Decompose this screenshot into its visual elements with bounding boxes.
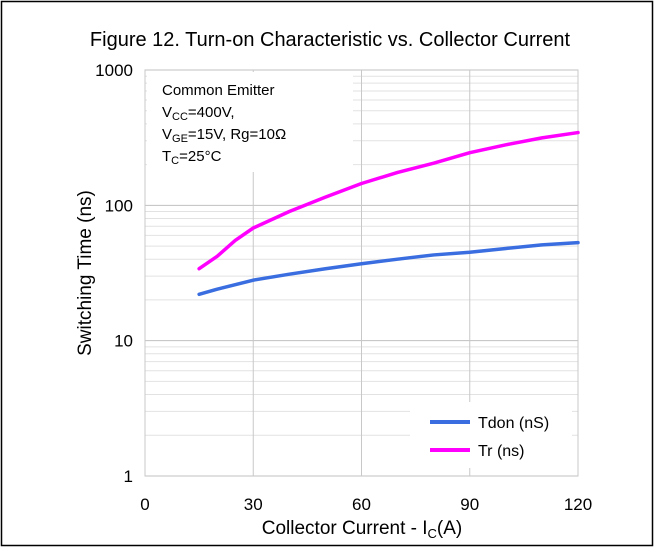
annotation-part: =15V, Rg=10Ω — [188, 126, 286, 143]
annotation: VCC=400V, — [162, 104, 235, 123]
subscript: C — [171, 155, 179, 167]
x-tick-label: 0 — [140, 495, 149, 514]
subscript: GE — [172, 133, 188, 145]
chart-title: Figure 12. Turn-on Characteristic vs. Co… — [90, 29, 571, 51]
y-axis-label: Switching Time (ns) — [75, 190, 96, 356]
annotation-part: T — [162, 148, 171, 165]
legend-label: Tdon (nS) — [478, 415, 549, 432]
y-tick-label: 100 — [105, 196, 133, 215]
annotation-box — [147, 72, 353, 172]
y-tick-label: 1000 — [95, 61, 133, 80]
y-tick-label: 1 — [124, 467, 133, 486]
x-tick-label: 120 — [564, 495, 592, 514]
x-tick-label: 30 — [244, 495, 263, 514]
annotation-part: Common Emitter — [162, 82, 275, 99]
label-part: Collector Current - I — [262, 518, 428, 539]
annotation-part: =25°C — [179, 148, 221, 165]
label-part: (A) — [437, 518, 462, 539]
legend-box — [410, 402, 572, 468]
annotation-part: =400V, — [188, 104, 235, 121]
subscript: C — [428, 526, 437, 541]
legend-label: Tr (ns) — [478, 443, 525, 460]
annotation: VGE=15V, Rg=10Ω — [162, 126, 286, 145]
annotation: Common Emitter — [162, 82, 275, 99]
annotation: TC=25°C — [162, 148, 222, 167]
annotation-part: V — [162, 126, 172, 143]
x-tick-label: 60 — [352, 495, 371, 514]
series-line — [197, 130, 580, 271]
x-tick-label: 90 — [460, 495, 479, 514]
annotation-part: V — [162, 104, 172, 121]
y-tick-label: 10 — [114, 332, 133, 351]
subscript: CC — [172, 111, 188, 123]
series-line — [197, 240, 580, 297]
x-axis-label: Collector Current - IC(A) — [262, 518, 463, 541]
